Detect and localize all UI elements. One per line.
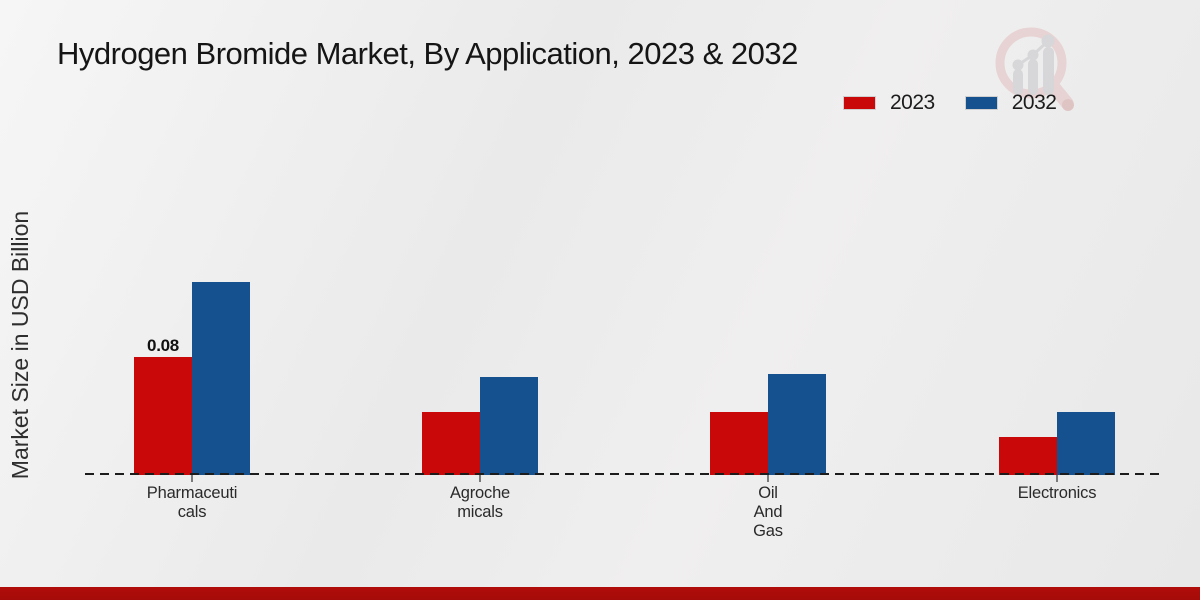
legend-swatch-2023: [843, 96, 876, 110]
bar-2032-electronics: [1057, 412, 1115, 475]
page-title: Hydrogen Bromide Market, By Application,…: [57, 36, 798, 71]
data-label-0.08: 0.08: [147, 336, 179, 355]
x-axis-label-agrochemicals: Agroche micals: [449, 484, 511, 521]
legend-label-2032: 2032: [1011, 91, 1057, 114]
legend-label-2023: 2023: [890, 91, 935, 114]
footer-stripe: [0, 587, 1200, 600]
bar-2023-oil-and-gas: [710, 412, 768, 475]
bar-2032-oil-and-gas: [768, 374, 826, 475]
bar-2023-electronics: [999, 437, 1057, 475]
bar-2032-pharmaceuticals: [192, 282, 250, 475]
bar-2023-pharmaceuticals: [134, 357, 192, 475]
legend-swatch-2032: [964, 96, 998, 110]
x-axis-label-pharmaceuticals: Pharmaceuti cals: [146, 484, 238, 521]
legend-item-2032: 2032: [964, 91, 1057, 115]
legend: 2023 2032: [843, 91, 1057, 115]
bar-2032-agrochemicals: [480, 377, 538, 475]
magnifier-growth-chart-watermark-icon: [995, 27, 1074, 111]
bar-2023-agrochemicals: [422, 412, 480, 475]
x-axis-label-oil-and-gas: Oil And Gas: [753, 484, 783, 540]
x-axis-label-electronics: Electronics: [1017, 484, 1097, 502]
legend-item-2023: 2023: [843, 91, 935, 115]
